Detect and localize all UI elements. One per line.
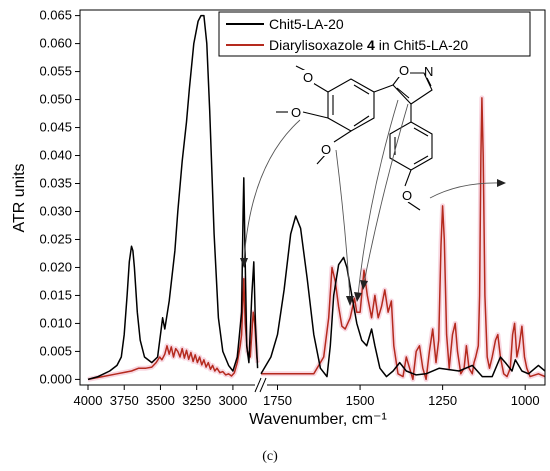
atom-o-isoxazole: O: [399, 63, 409, 78]
y-tick-label: 0.035: [39, 176, 72, 191]
arrow-ch-stretch-head: [240, 258, 248, 268]
y-tick-label: 0.005: [39, 343, 72, 358]
x-tick-label: 1750: [263, 393, 292, 408]
arrow-methoxy: [429, 182, 501, 199]
series-line-chit5: [87, 14, 545, 381]
y-tick-label: 0.040: [39, 148, 72, 163]
x-tick-label: 1250: [428, 393, 457, 408]
x-axis: 4000 3750 3500 3250 3000 1750 1500 1250 1000: [74, 385, 540, 408]
y-tick-label: 0.000: [39, 371, 72, 386]
y-tick-label: 0.045: [39, 120, 72, 135]
atom-o-para: O: [402, 188, 412, 203]
x-axis-title: Wavenumber, cm⁻¹: [249, 411, 387, 428]
legend-label-isoxazole: Diarylisoxazole 4 in Chit5-LA-20: [269, 37, 468, 53]
y-tick-label: 0.050: [39, 92, 72, 107]
atom-o-left: O: [291, 105, 301, 120]
y-tick-label: 0.065: [39, 8, 72, 23]
arrow-ch-stretch: [243, 119, 301, 263]
y-tick-label: 0.015: [39, 287, 72, 302]
axis-break-marker: [254, 377, 267, 393]
y-tick-label: 0.025: [39, 231, 72, 246]
y-axis: 0.000 0.005 0.010 0.015 0.020 0.025 0.030 0.035…: [39, 8, 80, 386]
arrow-ring-2-head: [354, 292, 362, 302]
legend: Chit5-LA-20 Diarylisoxazole 4 in Chit5-L…: [218, 11, 531, 57]
annotation-arrows: [240, 99, 506, 306]
atom-o-top: O: [303, 70, 313, 85]
atom-n-isoxazole: N: [424, 64, 433, 79]
x-tick-label: 1500: [346, 393, 375, 408]
x-tick-label: 3250: [182, 393, 211, 408]
series-layer: [87, 14, 545, 382]
y-tick-label: 0.060: [39, 36, 72, 51]
figure-caption: (c): [262, 449, 278, 464]
x-tick-label: 1000: [511, 393, 540, 408]
legend-label-chit5: Chit5-LA-20: [269, 16, 344, 32]
x-tick-label: 4000: [74, 393, 103, 408]
atom-o-bottom: O: [321, 142, 331, 157]
legend-label-isoxazole-suffix: in Chit5-LA-20: [375, 37, 469, 53]
x-tick-label: 3750: [110, 393, 139, 408]
series-line-isoxazole: [87, 97, 545, 381]
x-tick-label: 3000: [218, 393, 247, 408]
molecule-atom-labels: O O O O N O: [288, 63, 433, 203]
arrow-ring-1: [335, 149, 351, 301]
arrow-ring-3: [363, 103, 409, 284]
x-tick-label: 3500: [146, 393, 175, 408]
legend-label-isoxazole-bold: 4: [367, 37, 375, 53]
y-axis-title: ATR units: [11, 163, 28, 232]
arrow-methoxy-head: [497, 179, 506, 187]
series-isoxazole-halo: [87, 95, 545, 382]
legend-label-isoxazole-prefix: Diarylisoxazole: [269, 37, 367, 53]
y-tick-label: 0.010: [39, 315, 72, 330]
arrow-ring-1-head: [346, 296, 354, 306]
plot-frame: [79, 9, 546, 386]
arrow-ring-3-head: [360, 280, 368, 290]
y-tick-label: 0.055: [39, 64, 72, 79]
y-tick-label: 0.020: [39, 259, 72, 274]
arrow-ring-2: [357, 99, 399, 296]
legend-box: [218, 11, 531, 57]
trimethoxyphenyl-ring: [327, 78, 375, 132]
y-tick-label: 0.030: [39, 203, 72, 218]
